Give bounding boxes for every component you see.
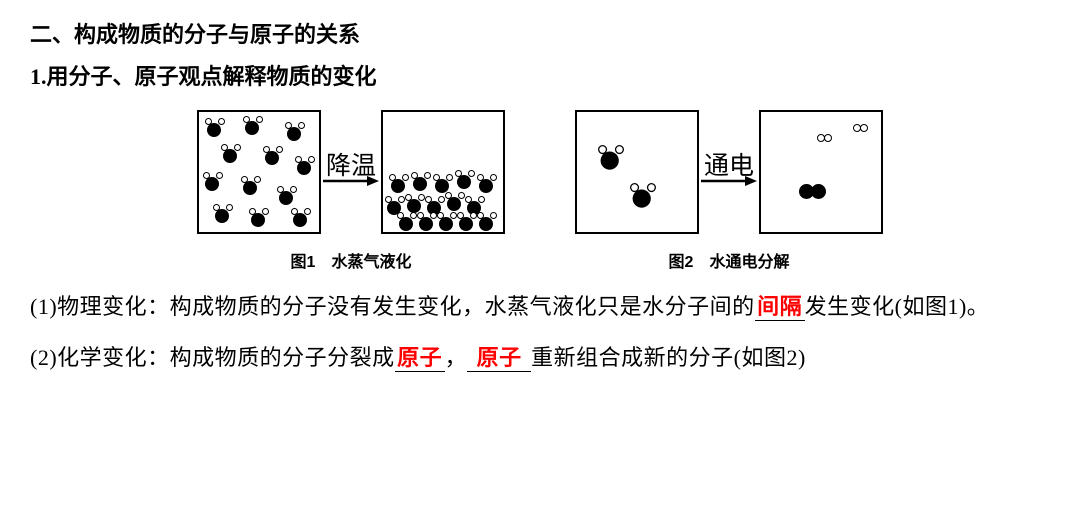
fig2-caption: 图2 水通电分解 <box>669 248 790 278</box>
p1-blank: 间隔 <box>755 294 805 321</box>
p2-blank1: 原子 <box>395 345 445 372</box>
p2-blank2: 原子 <box>467 345 531 372</box>
p2-prefix: (2)化学变化：构成物质的分子分裂成 <box>30 345 395 370</box>
fig1-caption: 图1 水蒸气液化 <box>291 248 412 278</box>
fig2-arrow: 通电 <box>701 154 757 189</box>
fig2-box-right <box>759 110 883 234</box>
figure-2: 通电 图2 水通电分解 <box>575 110 883 278</box>
paragraph-1: (1)物理变化：构成物质的分子没有发生变化，水蒸气液化只是水分子间的间隔发生变化… <box>30 286 1050 329</box>
fig2-box-left <box>575 110 699 234</box>
p1-prefix: (1)物理变化：构成物质的分子没有发生变化，水蒸气液化只是水分子间的 <box>30 294 755 319</box>
figure-1-diagram: 降温 <box>197 110 505 234</box>
section-heading: 二、构成物质的分子与原子的关系 <box>30 14 1050 56</box>
arrow-icon <box>323 173 379 189</box>
paragraph-2: (2)化学变化：构成物质的分子分裂成原子，原子重新组合成新的分子(如图2) <box>30 337 1050 380</box>
figure-2-diagram: 通电 <box>575 110 883 234</box>
fig1-box-right <box>381 110 505 234</box>
p2-mid: ， <box>445 345 468 370</box>
fig1-box-left <box>197 110 321 234</box>
p1-suffix: 发生变化(如图1)。 <box>805 294 990 319</box>
arrow-icon <box>701 173 757 189</box>
figures-row: 降温 <box>30 110 1050 278</box>
figure-1: 降温 <box>197 110 505 278</box>
subsection-heading: 1.用分子、原子观点解释物质的变化 <box>30 56 1050 98</box>
fig1-arrow: 降温 <box>323 154 379 189</box>
p2-suffix: 重新组合成新的分子(如图2) <box>531 345 806 370</box>
